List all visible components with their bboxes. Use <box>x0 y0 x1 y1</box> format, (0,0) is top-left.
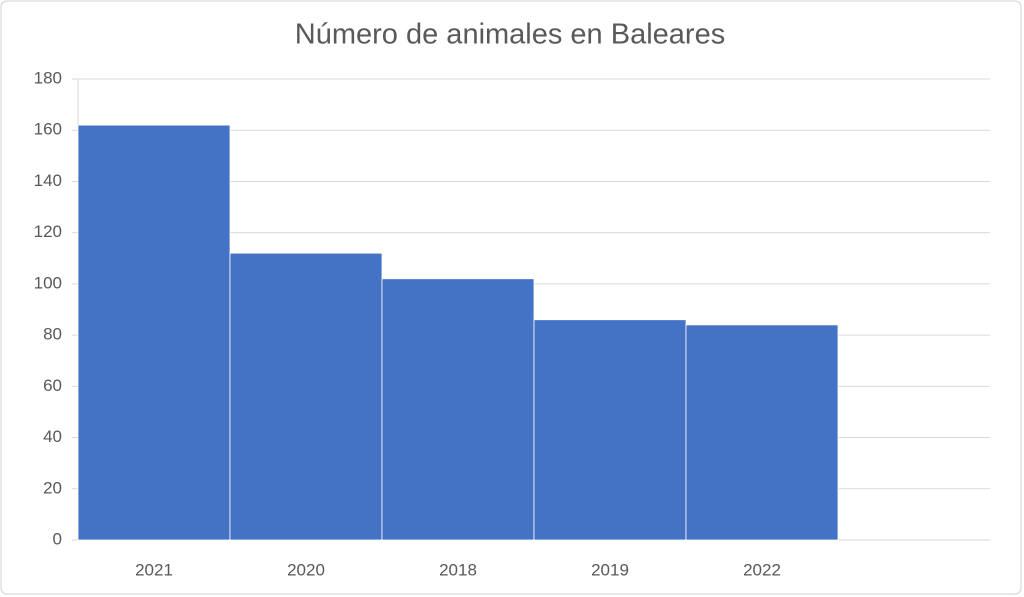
x-tick-label: 2019 <box>591 560 629 579</box>
chart-title: Número de animales en Baleares <box>295 19 725 51</box>
y-tick-label: 20 <box>43 478 62 497</box>
y-tick-label: 100 <box>34 273 62 292</box>
bar <box>229 252 383 541</box>
y-tick-label: 160 <box>34 120 62 139</box>
bar <box>533 319 687 541</box>
bar <box>77 124 231 541</box>
y-tick-label: 120 <box>34 222 62 241</box>
y-tick-label: 140 <box>34 171 62 190</box>
y-tick-label: 40 <box>43 427 62 446</box>
bar <box>685 324 839 541</box>
y-tick-label: 180 <box>34 68 62 87</box>
x-tick-label: 2021 <box>135 560 173 579</box>
x-tick-label: 2018 <box>439 560 477 579</box>
x-tick-label: 2020 <box>287 560 325 579</box>
y-tick-label: 0 <box>53 529 62 548</box>
bar <box>381 278 535 541</box>
x-tick-label: 2022 <box>743 560 781 579</box>
y-tick-label: 80 <box>43 325 62 344</box>
y-tick-label: 60 <box>43 376 62 395</box>
